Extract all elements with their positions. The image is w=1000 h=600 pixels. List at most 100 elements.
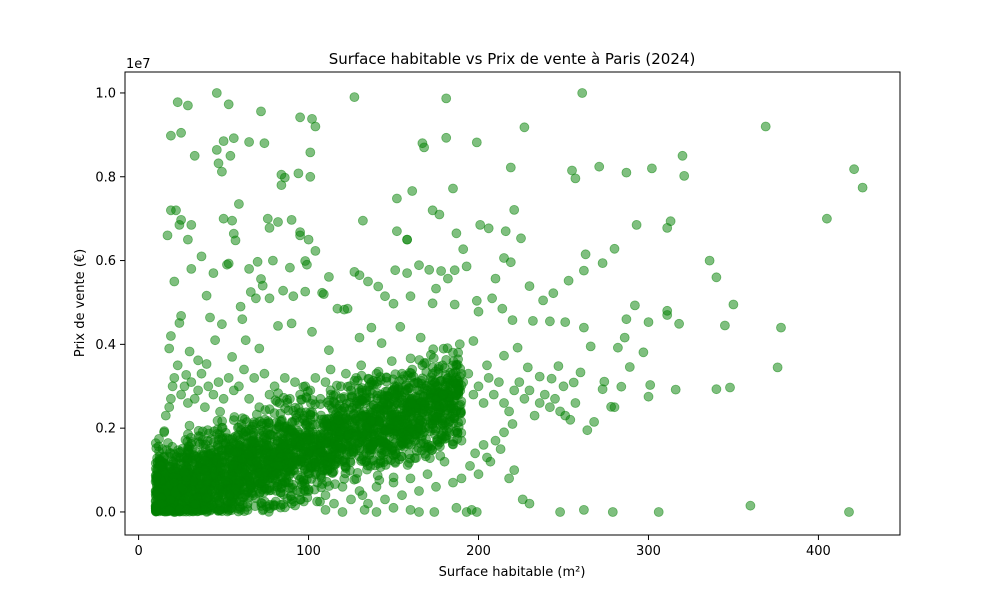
data-point: [431, 481, 441, 492]
data-point: [269, 381, 280, 392]
data-point: [282, 451, 292, 462]
data-point: [337, 507, 348, 517]
data-point: [422, 385, 433, 396]
data-point: [171, 205, 181, 216]
data-point: [295, 494, 306, 505]
data-point: [284, 393, 295, 404]
data-point: [242, 498, 253, 509]
x-tick-label: 100: [296, 544, 321, 559]
data-point: [463, 368, 474, 379]
data-point: [529, 410, 540, 421]
data-point: [432, 381, 443, 392]
data-point: [196, 368, 207, 379]
data-point: [183, 491, 194, 502]
data-point: [307, 326, 317, 337]
data-point: [261, 440, 272, 451]
data-point: [233, 381, 244, 392]
data-point: [317, 287, 328, 298]
data-point: [524, 498, 535, 509]
data-point: [390, 265, 401, 276]
data-point: [478, 398, 489, 408]
data-point: [580, 249, 591, 260]
data-point: [407, 398, 418, 409]
data-point: [277, 440, 288, 451]
data-point: [468, 389, 479, 400]
data-point: [465, 460, 475, 471]
data-point: [539, 389, 550, 400]
data-point: [369, 431, 380, 442]
y-tick-label: 0.0: [95, 505, 116, 520]
data-point: [366, 416, 377, 426]
data-point: [186, 377, 197, 388]
data-point: [516, 233, 526, 244]
data-point: [246, 436, 257, 447]
data-point: [176, 127, 187, 138]
data-point: [391, 226, 402, 237]
data-point: [388, 502, 399, 513]
data-point: [303, 468, 314, 479]
data-point: [150, 438, 161, 449]
data-point: [577, 88, 588, 98]
data-point: [320, 504, 331, 515]
data-point: [295, 112, 306, 123]
data-point: [305, 147, 316, 158]
data-point: [442, 372, 453, 383]
data-point: [745, 500, 756, 511]
data-point: [366, 322, 377, 333]
data-point: [218, 136, 229, 147]
data-point: [164, 343, 175, 354]
data-point: [402, 234, 413, 245]
data-point: [375, 455, 386, 466]
data-point: [483, 372, 494, 383]
data-point: [237, 314, 248, 325]
data-point: [307, 441, 318, 452]
data-point: [448, 183, 458, 194]
data-point: [550, 393, 560, 404]
data-point: [240, 335, 251, 346]
data-point: [387, 441, 398, 452]
data-point: [507, 419, 518, 429]
data-point: [407, 186, 418, 196]
data-point: [432, 439, 443, 450]
data-point: [264, 485, 275, 496]
data-point: [665, 216, 676, 227]
data-point: [215, 406, 226, 417]
data-point: [711, 272, 722, 283]
data-point: [155, 460, 166, 471]
data-point: [844, 507, 854, 517]
data-point: [475, 219, 486, 230]
data-point: [264, 293, 275, 304]
data-point: [346, 494, 356, 505]
data-point: [190, 499, 201, 510]
data-point: [354, 486, 365, 496]
data-point: [407, 364, 418, 375]
data-point: [720, 320, 730, 331]
data-point: [389, 429, 400, 439]
data-point: [822, 213, 832, 224]
data-point: [223, 258, 234, 269]
y-tick-label: 0.2: [95, 422, 116, 437]
data-point: [176, 310, 187, 321]
data-point: [677, 150, 688, 161]
data-point: [624, 362, 635, 372]
data-point: [349, 422, 360, 433]
data-point: [320, 377, 331, 388]
data-point: [186, 263, 197, 274]
data-point: [162, 230, 173, 241]
x-tick-label: 300: [636, 544, 661, 559]
data-point: [264, 429, 275, 440]
data-point: [312, 431, 323, 442]
data-point: [172, 97, 183, 108]
data-point: [160, 410, 171, 421]
data-point: [631, 219, 642, 230]
data-point: [776, 322, 786, 333]
data-point: [473, 381, 484, 392]
data-point: [325, 364, 336, 375]
data-point: [374, 417, 385, 428]
data-point: [504, 473, 515, 484]
data-point: [169, 372, 180, 383]
data-point: [268, 473, 278, 484]
data-point: [340, 468, 351, 479]
data-point: [337, 406, 348, 417]
data-point: [609, 402, 620, 413]
